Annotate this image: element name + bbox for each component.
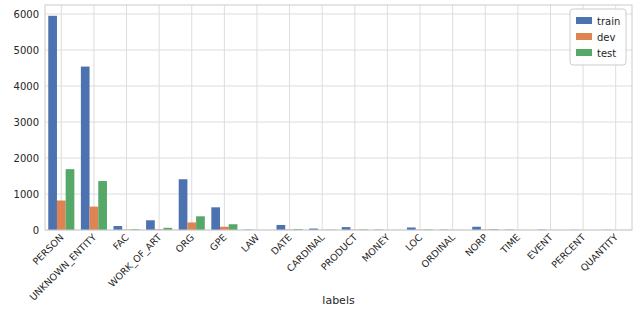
x-tick-label: EVENT [525,232,555,262]
x-tick-label: NORP [463,231,490,258]
y-grid-line [45,86,632,87]
y-tick-label: 0 [33,225,39,236]
bar [179,179,188,230]
legend-swatch [576,33,592,40]
x-grid-line [322,5,323,230]
bar [90,207,99,230]
y-grid-line [45,14,632,15]
legend-label: test [597,48,616,59]
legend-box [570,9,626,65]
x-tick-label: PRODUCT [319,231,360,272]
x-grid-line [452,5,453,230]
plot-background [45,5,632,230]
chart-container: 0100020003000400050006000PERSONUNKNOWN_E… [0,0,640,310]
bar [187,222,196,230]
bar [229,224,238,230]
plot-frame [45,5,632,230]
x-tick-label: FAC [111,231,131,251]
legend-label: dev [597,32,616,43]
y-tick-label: 2000 [14,153,39,164]
bar [113,226,122,230]
legend-swatch [576,17,592,24]
x-tick-label: WORK_OF_ART [106,232,164,290]
bar [81,67,90,230]
bar [66,169,75,230]
x-tick-label: UNKNOWN_ENTITY [27,232,98,303]
x-grid-line [387,5,388,230]
legend: train dev test [570,9,626,65]
legend-label: train [597,16,620,27]
y-grid-line [45,158,632,159]
y-tick-label: 5000 [14,45,39,56]
bar [277,225,286,230]
x-tick-label: DATE [269,232,294,257]
y-grid-line [45,122,632,123]
x-tick-label: ORG [173,232,196,255]
x-grid-line [159,5,160,230]
x-grid-line [224,5,225,230]
bars [48,16,611,230]
legend-swatch [576,49,592,56]
bar [57,200,66,230]
x-tick-label: TIME [498,232,523,257]
x-tick-label: LOC [403,231,425,253]
x-grid-line [93,5,94,230]
x-tick-label: MONEY [360,232,392,264]
bar [98,181,107,230]
x-grid-line [289,5,290,230]
bar [48,16,57,230]
x-grid-line [420,5,421,230]
x-grid-line [126,5,127,230]
y-grid-line [45,194,632,195]
x-grid-line [485,5,486,230]
chart-svg: 0100020003000400050006000PERSONUNKNOWN_E… [0,0,640,310]
x-tick-label: LAW [239,231,262,254]
x-tick-label: GPE [207,232,228,253]
x-grid-line [354,5,355,230]
y-tick-label: 4000 [14,81,39,92]
y-tick-label: 6000 [14,9,39,20]
x-grid-line [61,5,62,230]
x-grid-line [517,5,518,230]
x-tick-label: QUANTITY [578,231,620,273]
x-tick-label: ORDINAL [419,231,458,270]
bar [196,216,205,230]
x-grid-line [191,5,192,230]
x-grid-line [256,5,257,230]
bar [146,220,155,230]
x-grid-line [550,5,551,230]
y-grid-line [45,50,632,51]
y-tick-label: 3000 [14,117,39,128]
bar [211,207,220,230]
x-axis-label: labels [322,294,355,307]
y-tick-label: 1000 [14,189,39,200]
